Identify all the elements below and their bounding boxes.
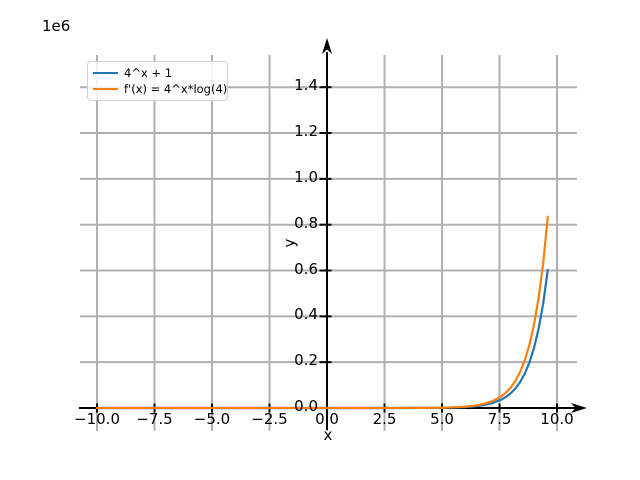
legend-line-sample-orange-icon (93, 88, 118, 90)
y-axis-arrow-icon (322, 38, 332, 54)
curve-series-2 (95, 215, 549, 410)
legend-label-series1: 4^x + 1 (124, 65, 173, 80)
x-axis-arrow-icon (571, 403, 587, 413)
legend-item-series2: f'(x) = 4^x*log(4) (93, 82, 227, 96)
legend-label-series2: f'(x) = 4^x*log(4) (124, 81, 228, 96)
curve-series-1 (95, 268, 549, 410)
legend: 4^x + 1 f'(x) = 4^x*log(4) (87, 61, 228, 101)
legend-line-sample-blue-icon (93, 72, 118, 74)
legend-item-series1: 4^x + 1 (93, 65, 221, 80)
